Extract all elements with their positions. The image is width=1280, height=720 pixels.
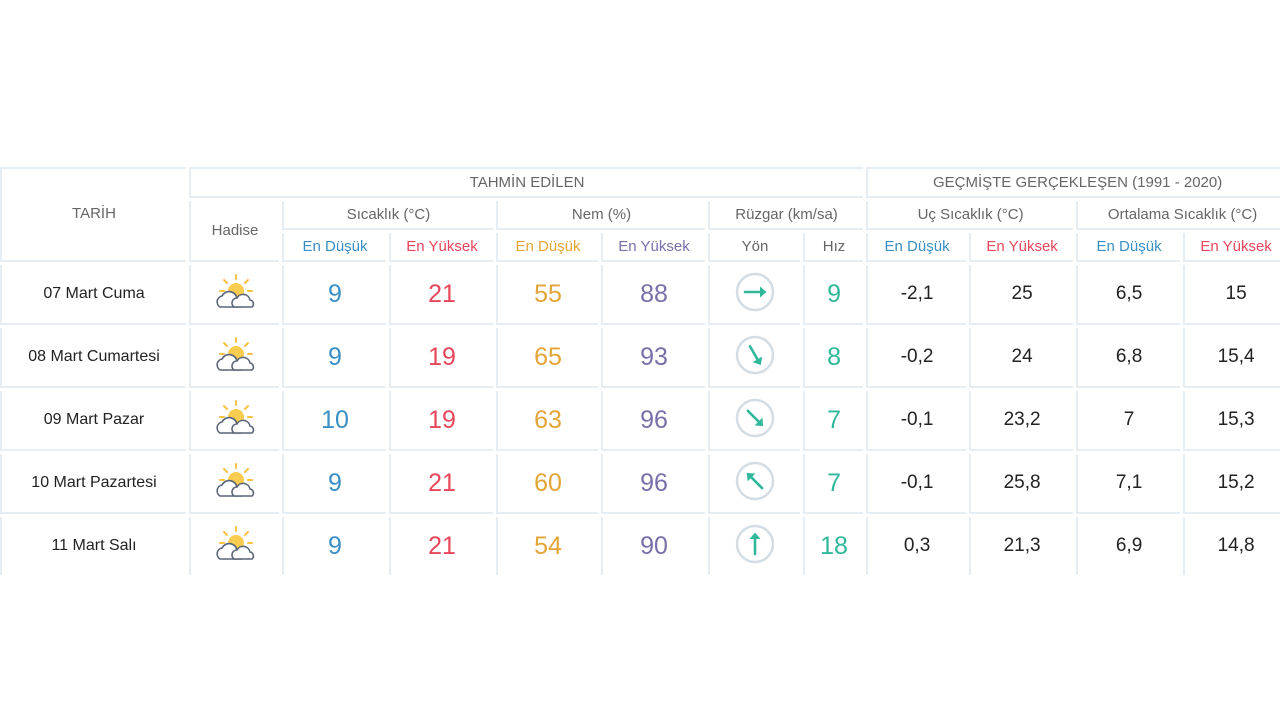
- average-low-value: 6,8: [1076, 328, 1181, 388]
- humidity-high-value: 96: [601, 454, 705, 514]
- extreme-high-value: 21,3: [969, 517, 1073, 575]
- extreme-high-value: 23,2: [969, 391, 1074, 451]
- temp-low-value: 9: [282, 265, 386, 325]
- wind-speed-value: 7: [803, 391, 864, 451]
- average-low-value: 7,1: [1076, 454, 1181, 514]
- wind-header: Rüzgar (km/sa): [708, 201, 864, 230]
- date-cell: 07 Mart Cuma: [0, 265, 186, 325]
- average-high-value: 15: [1183, 265, 1280, 325]
- temp-low-value: 9: [282, 328, 386, 388]
- wind-direction-cell: [708, 454, 800, 514]
- temperature-header: Sıcaklık (°C): [282, 201, 493, 230]
- temp-high-value: 21: [389, 517, 493, 575]
- history-group-header: GEÇMİŞTE GERÇEKLEŞEN (1991 - 2020): [866, 167, 1280, 198]
- average-high-value: 15,4: [1183, 328, 1280, 388]
- temp-high-value: 21: [389, 454, 493, 514]
- table-row: 11 Mart Salı 9 21 54 90 18 0,3 21,3 6,9 …: [0, 517, 1280, 575]
- extreme-low-label: En Düşük: [866, 233, 967, 262]
- wind-direction-cell: [708, 328, 800, 388]
- wind-speed-value: 8: [803, 328, 864, 388]
- wind-direction-arrow-icon: [735, 524, 775, 564]
- weather-cell: [189, 391, 279, 451]
- weather-cell: [189, 454, 279, 514]
- wind-direction-arrow-icon: [735, 272, 775, 312]
- humidity-low-value: 65: [496, 328, 598, 388]
- wind-direction-cell: [708, 517, 800, 575]
- humidity-high-value: 96: [601, 391, 705, 451]
- date-cell: 11 Mart Salı: [0, 517, 186, 575]
- average-low-value: 6,9: [1076, 517, 1180, 575]
- average-high-value: 15,2: [1183, 454, 1280, 514]
- humidity-header: Nem (%): [496, 201, 705, 230]
- wind-direction-label: Yön: [708, 233, 800, 262]
- table-row: 09 Mart Pazar 10 19 63 96 7 -0,1 23,2 7 …: [0, 391, 1280, 451]
- partly-cloudy-icon: [212, 336, 258, 374]
- temp-high-label: En Yüksek: [389, 233, 493, 262]
- partly-cloudy-icon: [212, 462, 258, 500]
- date-cell: 09 Mart Pazar: [0, 391, 186, 451]
- humidity-low-label: En Düşük: [496, 233, 598, 262]
- average-high-value: 14,8: [1183, 517, 1280, 575]
- wind-speed-value: 7: [803, 454, 864, 514]
- weather-cell: [189, 517, 279, 575]
- wind-speed-value: 18: [803, 517, 863, 575]
- temp-low-label: En Düşük: [282, 233, 386, 262]
- weather-cell: [189, 265, 279, 325]
- extreme-low-value: -0,1: [866, 454, 967, 514]
- weather-cell: [189, 328, 279, 388]
- extreme-high-value: 25,8: [969, 454, 1074, 514]
- extreme-high-value: 24: [969, 328, 1074, 388]
- temp-high-value: 19: [389, 328, 493, 388]
- wind-speed-value: 9: [803, 265, 864, 325]
- wind-direction-cell: [708, 265, 800, 325]
- table-row: 10 Mart Pazartesi 9 21 60 96 7 -0,1 25,8…: [0, 454, 1280, 514]
- extreme-temp-header: Uç Sıcaklık (°C): [866, 201, 1074, 230]
- average-low-label: En Düşük: [1076, 233, 1181, 262]
- wind-direction-cell: [708, 391, 800, 451]
- temp-low-value: 9: [282, 454, 386, 514]
- extreme-high-value: 25: [969, 265, 1074, 325]
- temp-low-value: 10: [282, 391, 386, 451]
- humidity-low-value: 63: [496, 391, 598, 451]
- partly-cloudy-icon: [212, 399, 258, 437]
- table-row: 07 Mart Cuma 9 21 55 88 9 -2,1 25 6,5 15: [0, 265, 1280, 325]
- table-row: 08 Mart Cumartesi 9 19 65 93 8 -0,2 24 6…: [0, 328, 1280, 388]
- date-cell: 10 Mart Pazartesi: [0, 454, 186, 514]
- wind-direction-arrow-icon: [735, 398, 775, 438]
- event-header: Hadise: [189, 201, 279, 262]
- extreme-high-label: En Yüksek: [969, 233, 1074, 262]
- forecast-group-header: TAHMİN EDİLEN: [189, 167, 864, 198]
- temp-high-value: 19: [389, 391, 493, 451]
- extreme-low-value: -0,2: [866, 328, 967, 388]
- wind-direction-arrow-icon: [735, 461, 775, 501]
- humidity-low-value: 55: [496, 265, 598, 325]
- partly-cloudy-icon: [212, 273, 258, 311]
- extreme-low-value: 0,3: [866, 517, 966, 575]
- extreme-low-value: -0,1: [866, 391, 967, 451]
- date-cell: 08 Mart Cumartesi: [0, 328, 186, 388]
- weather-forecast-table: TARİH TAHMİN EDİLEN GEÇMİŞTE GERÇEKLEŞEN…: [0, 164, 1280, 578]
- temp-low-value: 9: [282, 517, 386, 575]
- average-high-value: 15,3: [1183, 391, 1280, 451]
- average-low-value: 7: [1076, 391, 1181, 451]
- humidity-high-label: En Yüksek: [601, 233, 705, 262]
- humidity-high-value: 93: [601, 328, 705, 388]
- humidity-high-value: 90: [601, 517, 705, 575]
- partly-cloudy-icon: [212, 525, 258, 563]
- wind-direction-arrow-icon: [735, 335, 775, 375]
- humidity-high-value: 88: [601, 265, 705, 325]
- temp-high-value: 21: [389, 265, 493, 325]
- average-temp-header: Ortalama Sıcaklık (°C): [1076, 201, 1280, 230]
- humidity-low-value: 54: [496, 517, 598, 575]
- extreme-low-value: -2,1: [866, 265, 967, 325]
- humidity-low-value: 60: [496, 454, 598, 514]
- date-header: TARİH: [0, 167, 186, 262]
- average-high-label: En Yüksek: [1183, 233, 1280, 262]
- wind-speed-label: Hız: [803, 233, 864, 262]
- average-low-value: 6,5: [1076, 265, 1181, 325]
